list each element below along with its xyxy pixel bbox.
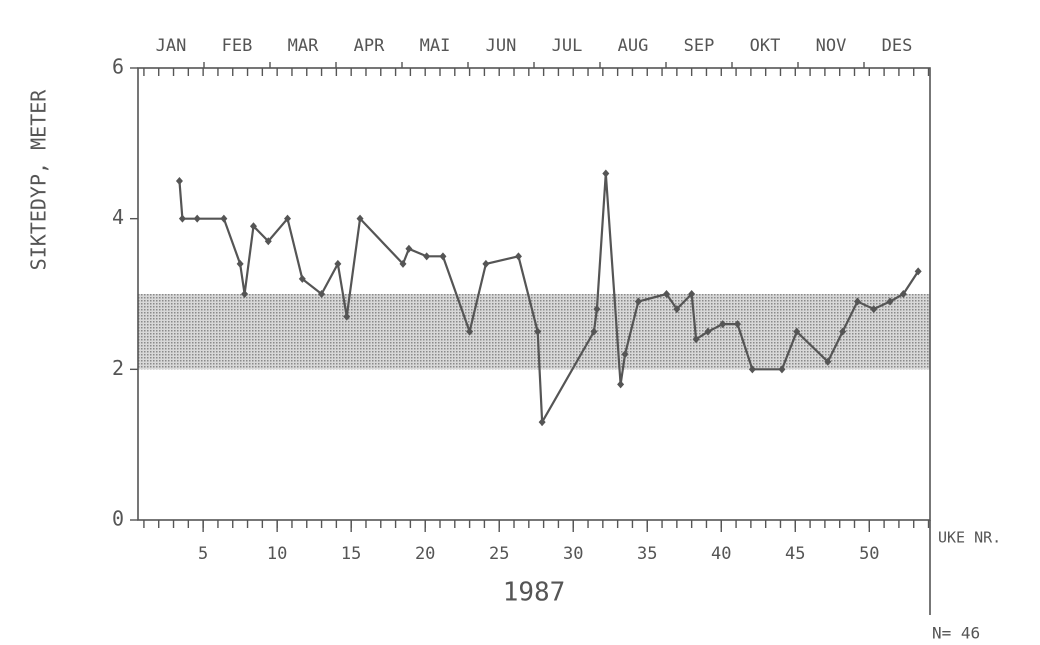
month-label: MAI [420, 36, 451, 56]
x-tick-label: 50 [859, 544, 879, 564]
data-point [284, 214, 292, 223]
data-point [193, 214, 201, 223]
month-label: JAN [156, 36, 187, 56]
data-point [688, 290, 696, 298]
data-point [692, 335, 700, 344]
data-point [482, 259, 490, 268]
data-point [853, 297, 861, 306]
month-label: JUL [552, 36, 583, 56]
data-point [343, 312, 351, 321]
month-label: APR [354, 36, 385, 56]
n-label: N= 46 [932, 624, 980, 643]
data-point [870, 305, 878, 314]
month-label: FEB [222, 36, 253, 56]
data-point [914, 267, 922, 276]
month-label: AUG [618, 36, 649, 56]
data-point [249, 222, 257, 231]
data-point [778, 365, 786, 374]
data-point [824, 357, 832, 366]
x-tick-label: 25 [489, 544, 509, 564]
data-point [514, 252, 522, 261]
data-point [617, 380, 625, 389]
data-point [399, 259, 407, 268]
y-tick-label: 2 [112, 356, 124, 380]
month-label: JUN [486, 36, 517, 56]
y-axis-label: SIKTEDYP, METER [27, 89, 51, 271]
x-tick-label: 30 [563, 544, 583, 564]
x-tick-label: 45 [785, 544, 805, 564]
data-point [334, 259, 342, 268]
x-axis-label: 1987 [503, 578, 566, 608]
data-point [593, 305, 601, 314]
data-point [466, 327, 474, 336]
month-label: NOV [816, 36, 847, 56]
data-point [175, 177, 183, 185]
data-point [264, 237, 272, 246]
data-point [793, 327, 801, 336]
data-point [734, 320, 742, 329]
y-tick-label: 6 [112, 55, 124, 79]
data-point [662, 290, 670, 298]
data-point [839, 327, 847, 336]
data-point [178, 214, 186, 223]
data-point [423, 252, 431, 261]
reference-band [138, 294, 930, 370]
month-label: SEP [684, 36, 715, 56]
data-point [236, 259, 244, 268]
data-point [439, 252, 447, 261]
data-point [621, 350, 629, 359]
x-tick-label: 5 [198, 544, 208, 564]
x-tick-label: 15 [341, 544, 361, 564]
data-point [356, 214, 364, 223]
data-point [220, 214, 228, 223]
data-point [748, 365, 756, 374]
data-point [899, 290, 907, 298]
y-tick-label: 4 [112, 205, 124, 229]
x-tick-label: 40 [711, 544, 731, 564]
month-label: MAR [288, 36, 319, 56]
x-unit-label: UKE NR. [938, 529, 1001, 547]
month-label: OKT [750, 36, 781, 56]
data-point [602, 169, 610, 178]
data-point [704, 327, 712, 336]
data-point [590, 327, 598, 336]
x-tick-label: 35 [637, 544, 657, 564]
data-point [719, 320, 727, 329]
data-point [673, 305, 681, 314]
data-point [318, 290, 326, 298]
x-tick-label: 10 [267, 544, 287, 564]
data-point [634, 297, 642, 306]
data-point [241, 290, 249, 298]
y-tick-label: 0 [112, 507, 124, 531]
month-label: DES [882, 36, 913, 56]
data-point [534, 327, 542, 336]
data-point [538, 418, 546, 427]
x-tick-label: 20 [415, 544, 435, 564]
data-point [298, 274, 306, 283]
data-point [405, 244, 413, 253]
data-point [886, 297, 894, 306]
data-line [178, 173, 920, 426]
